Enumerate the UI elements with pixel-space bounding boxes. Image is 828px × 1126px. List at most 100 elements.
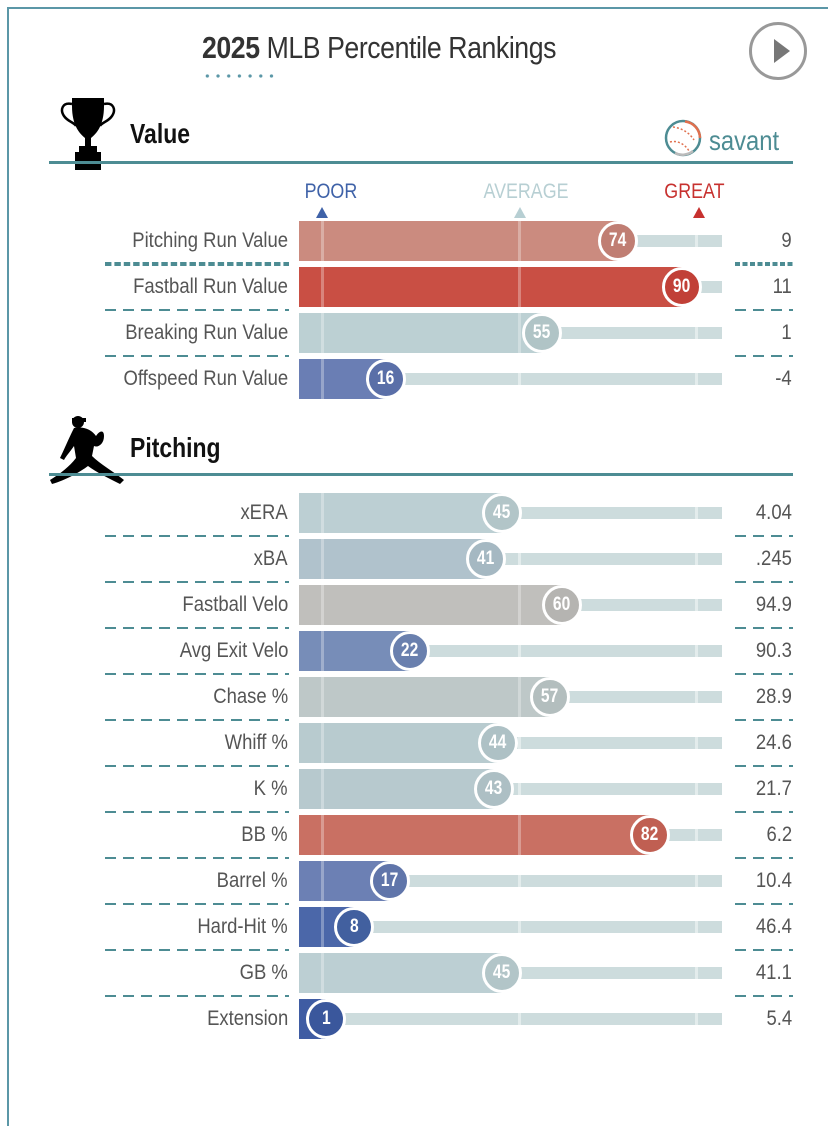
percentile-bubble: 45 <box>482 493 522 533</box>
metric-stat-value: 21.7 <box>756 777 792 800</box>
percentile-value: 74 <box>609 230 627 251</box>
percentile-value: 90 <box>673 276 691 297</box>
play-circle-icon[interactable] <box>749 22 807 80</box>
metric-label: Fastball Run Value <box>133 275 288 298</box>
row-separator <box>735 355 793 357</box>
bar-gridline <box>321 723 324 763</box>
row-separator <box>735 719 793 721</box>
row-separator <box>735 673 793 675</box>
row-separator <box>735 627 793 629</box>
metric-label: K % <box>254 777 288 800</box>
metric-label: Breaking Run Value <box>124 321 288 344</box>
baseball-icon <box>663 118 703 163</box>
percentile-value: 41 <box>477 548 495 569</box>
title-text: MLB Percentile Rankings <box>259 30 557 65</box>
row-separator <box>735 581 793 583</box>
track-gridline <box>695 1013 698 1025</box>
bar-gridline <box>321 539 324 579</box>
metric-row[interactable]: Offspeed Run Value 16 -4 <box>0 359 828 405</box>
bar-gridline <box>321 631 324 671</box>
percentile-bubble: 55 <box>522 313 562 353</box>
percentile-value: 22 <box>401 640 419 661</box>
track-gridline <box>518 553 521 565</box>
bar-gridline <box>518 585 521 625</box>
pitcher-icon <box>48 412 128 491</box>
poor-marker-icon <box>316 207 328 218</box>
track-gridline <box>695 235 698 247</box>
metric-stat-value: 94.9 <box>756 593 792 616</box>
bar-gridline <box>518 267 521 307</box>
metric-stat-value: -4 <box>775 367 792 390</box>
percentile-bubble: 41 <box>466 539 506 579</box>
section-title-pitching: Pitching <box>130 432 221 463</box>
percentile-bubble: 74 <box>598 221 638 261</box>
track-gridline <box>518 1013 521 1025</box>
metric-row[interactable]: Chase % 57 28.9 <box>0 677 828 723</box>
metric-stat-value: 28.9 <box>756 685 792 708</box>
metric-label: GB % <box>239 961 288 984</box>
metric-stat-value: 9 <box>781 229 792 252</box>
metric-label: Pitching Run Value <box>132 229 288 252</box>
metric-label: Hard-Hit % <box>197 915 288 938</box>
bar-gridline <box>321 907 324 947</box>
section-divider-pitching <box>49 473 793 476</box>
scale-average-label: AVERAGE <box>483 180 569 203</box>
percentile-bubble: 22 <box>390 631 430 671</box>
metric-row[interactable]: Hard-Hit % 8 46.4 <box>0 907 828 953</box>
percentile-bar <box>299 539 486 579</box>
row-separator <box>735 262 793 266</box>
metric-row[interactable]: Barrel % 17 10.4 <box>0 861 828 907</box>
metric-stat-value: 41.1 <box>756 961 792 984</box>
percentile-value: 45 <box>493 962 511 983</box>
metric-row[interactable]: xBA 41 .245 <box>0 539 828 585</box>
bar-gridline <box>321 861 324 901</box>
percentile-bar <box>299 723 498 763</box>
track-gridline <box>695 691 698 703</box>
track-gridline <box>695 921 698 933</box>
percentile-bubble: 82 <box>630 815 670 855</box>
track-gridline <box>695 373 698 385</box>
metric-row[interactable]: BB % 82 6.2 <box>0 815 828 861</box>
percentile-bubble: 60 <box>542 585 582 625</box>
scale-great-label: GREAT <box>664 180 725 203</box>
percentile-bubble: 1 <box>306 999 346 1039</box>
metric-row[interactable]: Extension 1 5.4 <box>0 999 828 1045</box>
metric-label: Fastball Velo <box>182 593 288 616</box>
metric-row[interactable]: Breaking Run Value 55 1 <box>0 313 828 359</box>
percentile-value: 17 <box>381 870 399 891</box>
metric-row[interactable]: Fastball Run Value 90 11 <box>0 267 828 313</box>
metric-stat-value: 4.04 <box>756 501 792 524</box>
percentile-bar <box>299 267 682 307</box>
metric-row[interactable]: Pitching Run Value 74 9 <box>0 221 828 267</box>
percentile-value: 60 <box>553 594 571 615</box>
metric-row[interactable]: K % 43 21.7 <box>0 769 828 815</box>
track-gridline <box>518 737 521 749</box>
metric-row[interactable]: Avg Exit Velo 22 90.3 <box>0 631 828 677</box>
metric-row[interactable]: Fastball Velo 60 94.9 <box>0 585 828 631</box>
percentile-bar <box>299 631 410 671</box>
row-separator <box>735 811 793 813</box>
percentile-bar <box>299 677 550 717</box>
metric-label: xBA <box>254 547 288 570</box>
metric-row[interactable]: xERA 45 4.04 <box>0 493 828 539</box>
metric-label: BB % <box>241 823 288 846</box>
percentile-bar <box>299 815 650 855</box>
row-separator <box>105 995 289 997</box>
bar-gridline <box>321 221 324 261</box>
track-gridline <box>695 875 698 887</box>
percentile-value: 1 <box>321 1008 331 1029</box>
row-separator <box>105 355 289 357</box>
percentile-value: 55 <box>533 322 551 343</box>
percentile-bar <box>299 493 502 533</box>
percentile-value: 45 <box>493 502 511 523</box>
bar-gridline <box>321 953 324 993</box>
metric-stat-value: 10.4 <box>756 869 792 892</box>
bar-gridline <box>321 493 324 533</box>
metric-row[interactable]: GB % 45 41.1 <box>0 953 828 999</box>
percentile-bubble: 90 <box>662 267 702 307</box>
metric-stat-value: 1 <box>781 321 792 344</box>
track-gridline <box>518 373 521 385</box>
bar-gridline <box>321 815 324 855</box>
metric-row[interactable]: Whiff % 44 24.6 <box>0 723 828 769</box>
section-divider-value <box>49 161 793 164</box>
